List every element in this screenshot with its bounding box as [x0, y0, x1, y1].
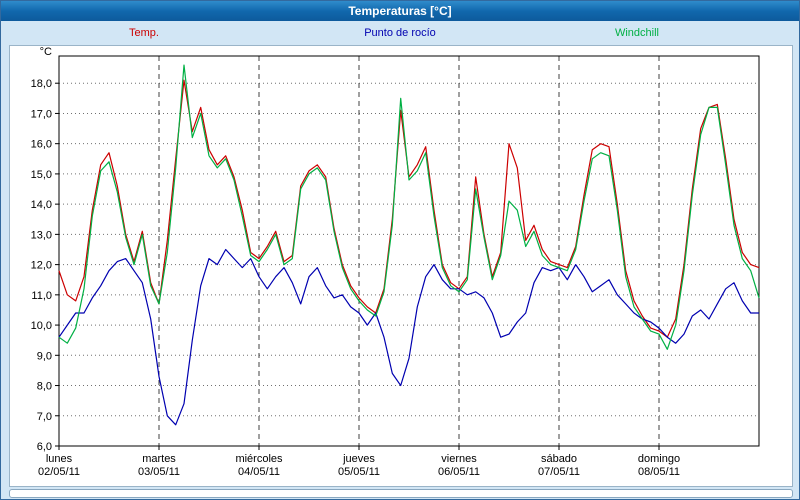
svg-text:6,0: 6,0 — [37, 441, 52, 453]
svg-text:11,0: 11,0 — [31, 290, 52, 302]
svg-text:16,0: 16,0 — [31, 139, 52, 151]
svg-text:08/05/11: 08/05/11 — [638, 466, 680, 478]
svg-text:martes: martes — [142, 453, 176, 465]
svg-text:02/05/11: 02/05/11 — [38, 466, 80, 478]
svg-text:07/05/11: 07/05/11 — [538, 466, 580, 478]
svg-text:05/05/11: 05/05/11 — [338, 466, 380, 478]
title-bar: Temperaturas [°C] — [1, 1, 799, 21]
legend-item-dew-point: Punto de rocío — [364, 27, 436, 39]
svg-text:13,0: 13,0 — [31, 229, 52, 241]
svg-text:9,0: 9,0 — [37, 350, 52, 362]
svg-text:18,0: 18,0 — [31, 78, 52, 90]
svg-text:8,0: 8,0 — [37, 381, 52, 393]
svg-text:7,0: 7,0 — [37, 411, 52, 423]
svg-text:lunes: lunes — [46, 453, 73, 465]
legend-item-temp: Temp. — [129, 27, 159, 39]
svg-text:03/05/11: 03/05/11 — [138, 466, 180, 478]
svg-text:10,0: 10,0 — [31, 320, 52, 332]
svg-text:jueves: jueves — [342, 453, 375, 465]
svg-text:06/05/11: 06/05/11 — [438, 466, 480, 478]
svg-text:14,0: 14,0 — [31, 199, 52, 211]
window-title: Temperaturas [°C] — [348, 4, 452, 18]
svg-text:17,0: 17,0 — [31, 108, 52, 120]
svg-text:°C: °C — [40, 46, 52, 58]
svg-text:domingo: domingo — [638, 453, 680, 465]
svg-text:04/05/11: 04/05/11 — [238, 466, 280, 478]
chart-panel: lunes 02/05/11 martes 03/05/11 miércoles 04/0… — [9, 45, 793, 487]
svg-text:sábado: sábado — [541, 453, 577, 465]
svg-text:viernes: viernes — [441, 453, 477, 465]
legend-item-windchill: Windchill — [614, 27, 659, 39]
horizontal-scrollbar[interactable] — [9, 489, 793, 498]
svg-text:12,0: 12,0 — [31, 260, 52, 272]
svg-text:miércoles: miércoles — [235, 453, 283, 465]
svg-text:15,0: 15,0 — [31, 169, 52, 181]
chart-legend: Temp. Punto de rocío Windchill — [1, 21, 799, 45]
